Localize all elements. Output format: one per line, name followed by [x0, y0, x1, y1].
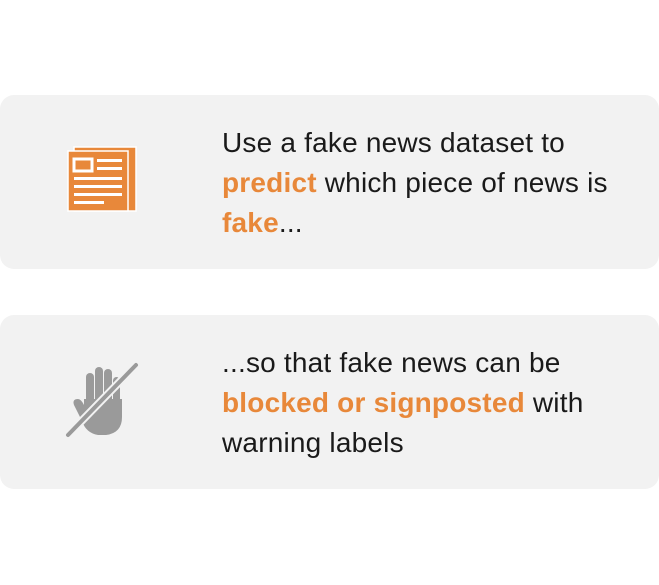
blocking-card: ...so that fake news can be blocked or si… — [0, 315, 659, 489]
newspaper-icon — [67, 146, 137, 212]
highlight-predict: predict — [222, 167, 317, 198]
text-after: ... — [278, 207, 303, 238]
text-middle: which piece of news is — [316, 167, 608, 198]
no-hand-icon — [64, 361, 140, 439]
highlight-fake: fake — [222, 207, 279, 238]
text-before: Use a fake news dataset to — [222, 127, 565, 158]
highlight-blocked: blocked or signposted — [222, 387, 525, 418]
text-after: with warning labels — [222, 387, 584, 458]
prediction-card: Use a fake news dataset to predict which … — [0, 95, 659, 269]
text-before: ...so that fake news can be — [222, 347, 561, 378]
prediction-text: Use a fake news dataset to predict which … — [222, 123, 652, 243]
blocking-text: ...so that fake news can be blocked or si… — [222, 343, 652, 463]
